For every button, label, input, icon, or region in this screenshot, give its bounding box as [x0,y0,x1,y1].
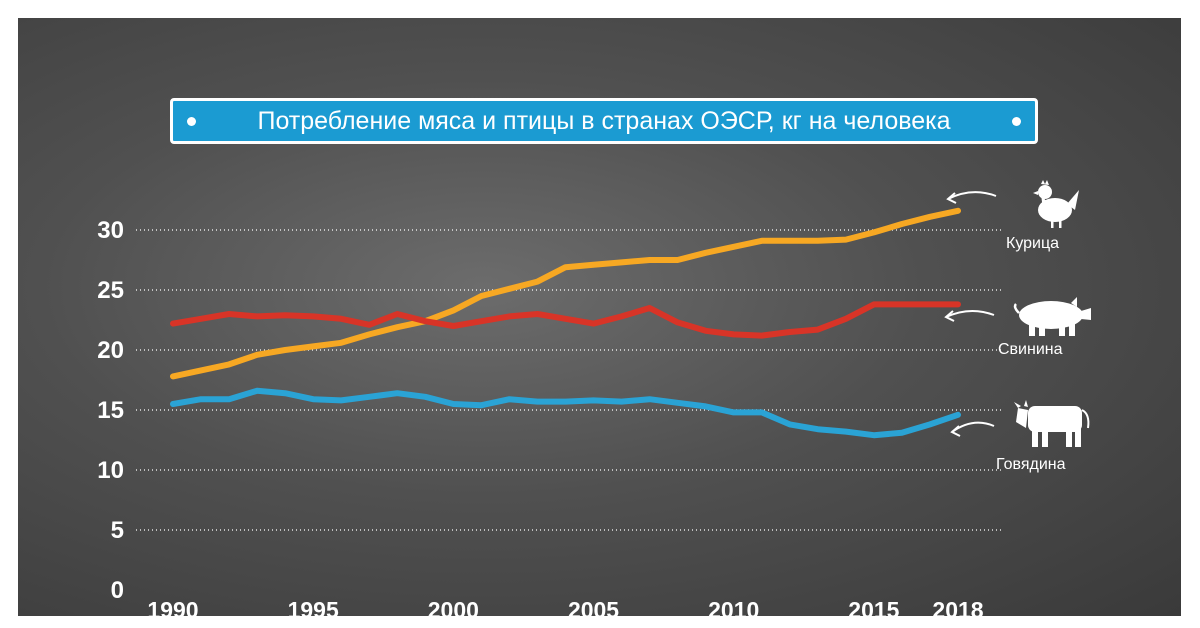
arrow-curve [945,310,995,318]
series-labels: Курица Свинина Говядина [996,235,1066,473]
arrow-head [946,192,957,204]
y-tick-label: 15 [97,397,124,424]
pig-icon [1013,297,1091,336]
x-axis-labels: 1990 1995 2000 2005 2010 2015 2018 [147,597,983,616]
y-tick-label: 5 [111,517,124,544]
line-chart: 0 5 10 15 20 25 30 1990 1995 2000 2005 2010 2015 201… [97,180,1091,616]
y-tick-label: 30 [97,217,124,244]
chart-title-banner: Потребление мяса и птицы в странах ОЭСР,… [170,98,1038,144]
series-label: Курица [1006,235,1059,252]
x-tick-label: 2000 [428,597,479,616]
infographic-frame: 0 5 10 15 20 25 30 1990 1995 2000 2005 2010 2015 201… [18,18,1181,616]
y-tick-label: 10 [97,457,124,484]
y-axis-labels: 0 5 10 15 20 25 30 [97,217,124,604]
series-line [170,387,961,439]
x-tick-label: 2010 [708,597,759,616]
x-tick-label: 2018 [932,597,983,616]
x-tick-label: 1995 [288,597,339,616]
label-arrows [944,191,997,437]
x-tick-label: 2005 [568,597,619,616]
banner-dot-right [1012,117,1021,126]
series-lines [170,207,961,439]
chicken-icon [1033,180,1079,228]
arrow-head [944,310,955,322]
banner-dot-left [187,117,196,126]
series-label: Говядина [996,456,1066,473]
y-tick-label: 25 [97,277,124,304]
x-tick-label: 1990 [147,597,198,616]
grid-lines [136,229,1003,531]
series-line [170,207,961,380]
y-tick-label: 0 [111,577,124,604]
arrow-head [950,425,961,437]
chart-title: Потребление мяса и птицы в странах ОЭСР,… [257,107,951,135]
series-line [170,301,961,339]
arrow-curve [947,191,997,200]
cow-icon [1014,400,1090,447]
x-tick-label: 2015 [848,597,899,616]
series-label: Свинина [998,341,1063,358]
y-tick-label: 20 [97,337,124,364]
